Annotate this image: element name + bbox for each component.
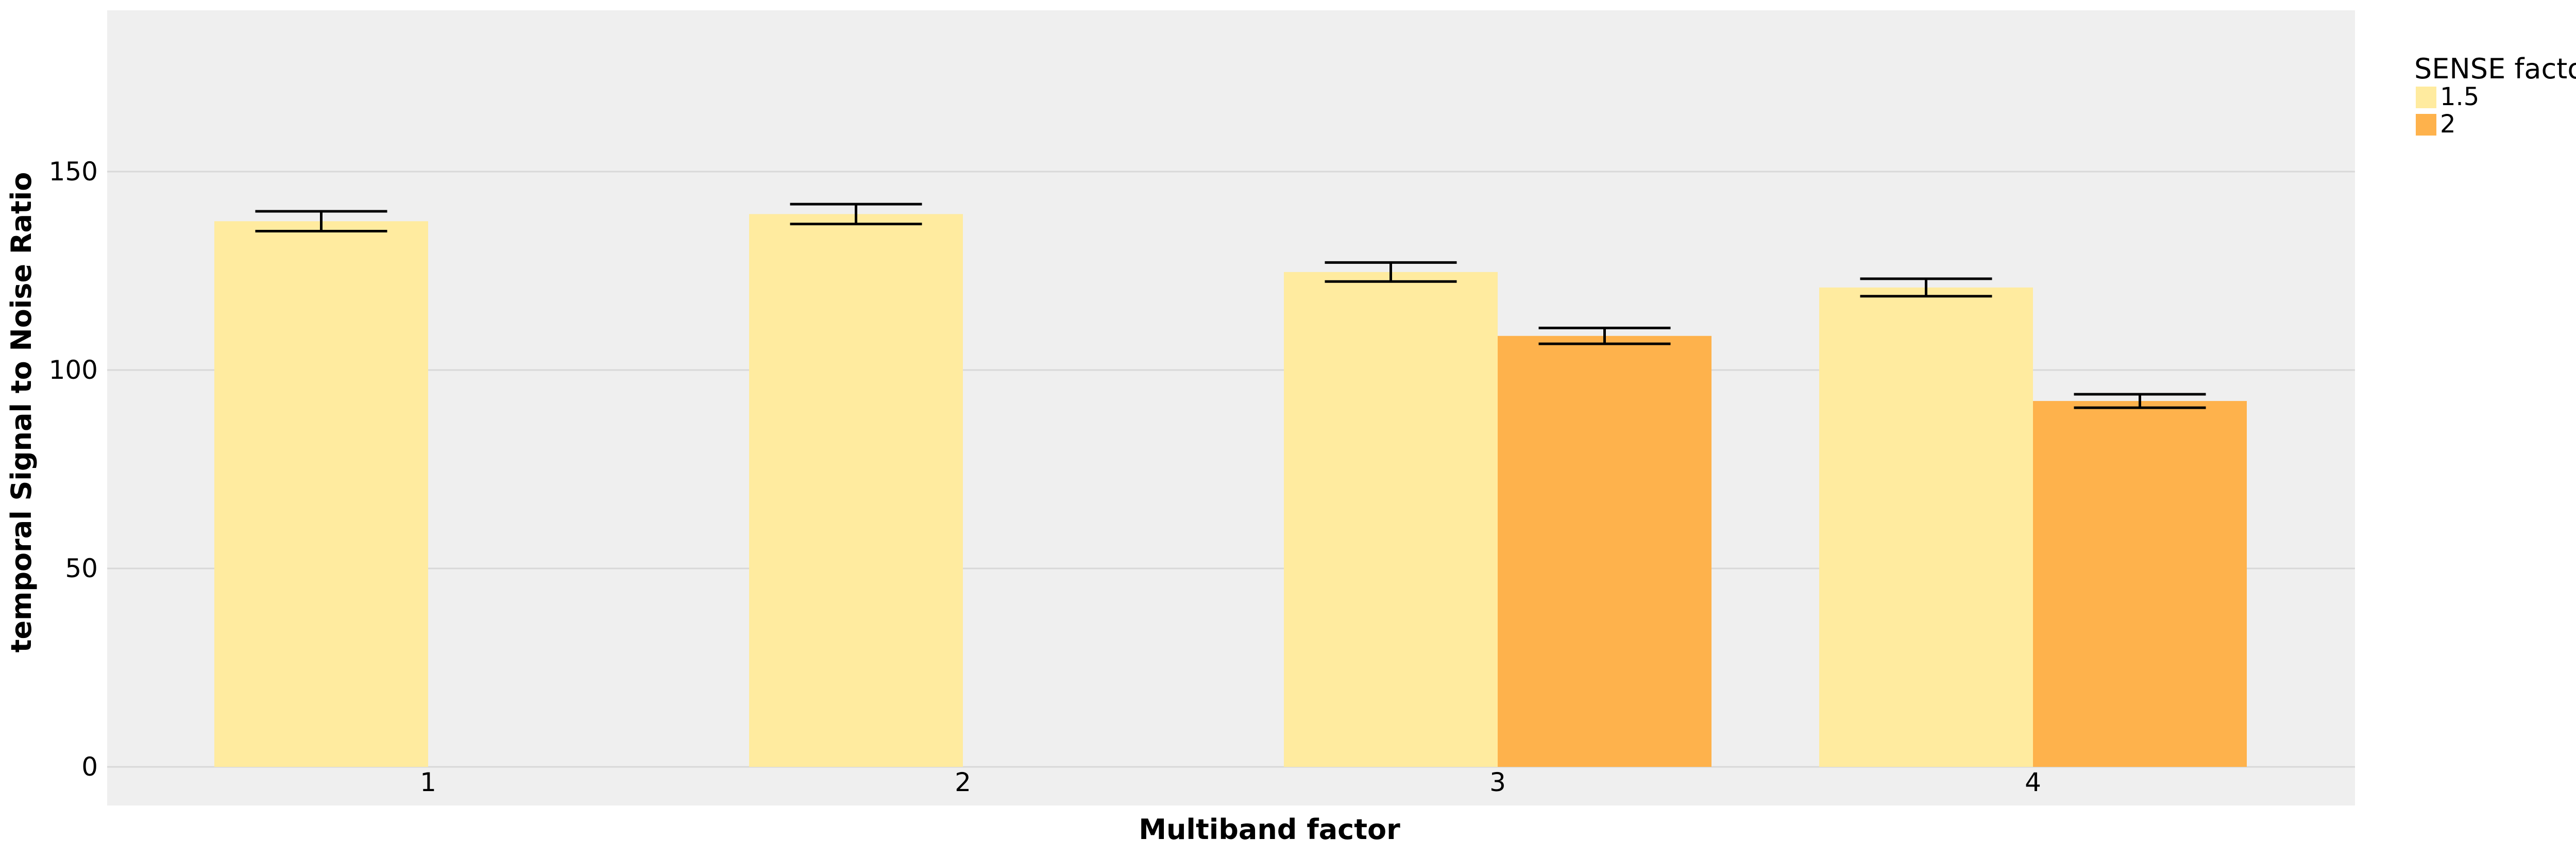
- legend-swatch: [2416, 114, 2436, 136]
- error-bar: [1860, 277, 1992, 298]
- legend-items: 1.52: [2416, 82, 2479, 139]
- y-axis-ticks: 0 50 100 150: [49, 157, 98, 782]
- legend-title: SENSE factor: [2414, 53, 2576, 85]
- error-bars: [255, 203, 2206, 409]
- y-tick-label: 100: [49, 355, 98, 385]
- legend-item: 1.5: [2416, 82, 2479, 111]
- bar: [1498, 336, 1711, 767]
- y-tick-label: 0: [81, 752, 98, 782]
- legend: SENSE factor 1.52: [2414, 53, 2576, 139]
- y-tick-label: 50: [65, 554, 98, 583]
- bars: [214, 214, 2247, 767]
- error-bar: [790, 203, 922, 226]
- x-tick-label: 2: [955, 767, 971, 797]
- legend-item: 2: [2416, 110, 2456, 139]
- bar: [1819, 287, 2033, 767]
- legend-label: 1.5: [2440, 82, 2479, 111]
- error-bar: [2074, 393, 2206, 409]
- x-axis-ticks: 1 2 3 4: [420, 767, 2041, 797]
- bar: [2033, 401, 2247, 767]
- y-axis-title: temporal Signal to Noise Ratio: [5, 172, 38, 653]
- error-bar: [1538, 326, 1671, 345]
- legend-label: 2: [2440, 110, 2456, 139]
- x-axis-title: Multiband factor: [1139, 813, 1400, 846]
- x-tick-label: 1: [420, 767, 436, 797]
- bar: [1284, 272, 1498, 767]
- y-tick-label: 150: [49, 157, 98, 187]
- bar: [214, 221, 428, 767]
- error-bar: [1325, 261, 1457, 283]
- bar: [749, 214, 963, 767]
- x-tick-label: 4: [2025, 767, 2041, 797]
- legend-swatch: [2416, 87, 2436, 108]
- error-bar: [255, 210, 387, 232]
- x-tick-label: 3: [1489, 767, 1506, 797]
